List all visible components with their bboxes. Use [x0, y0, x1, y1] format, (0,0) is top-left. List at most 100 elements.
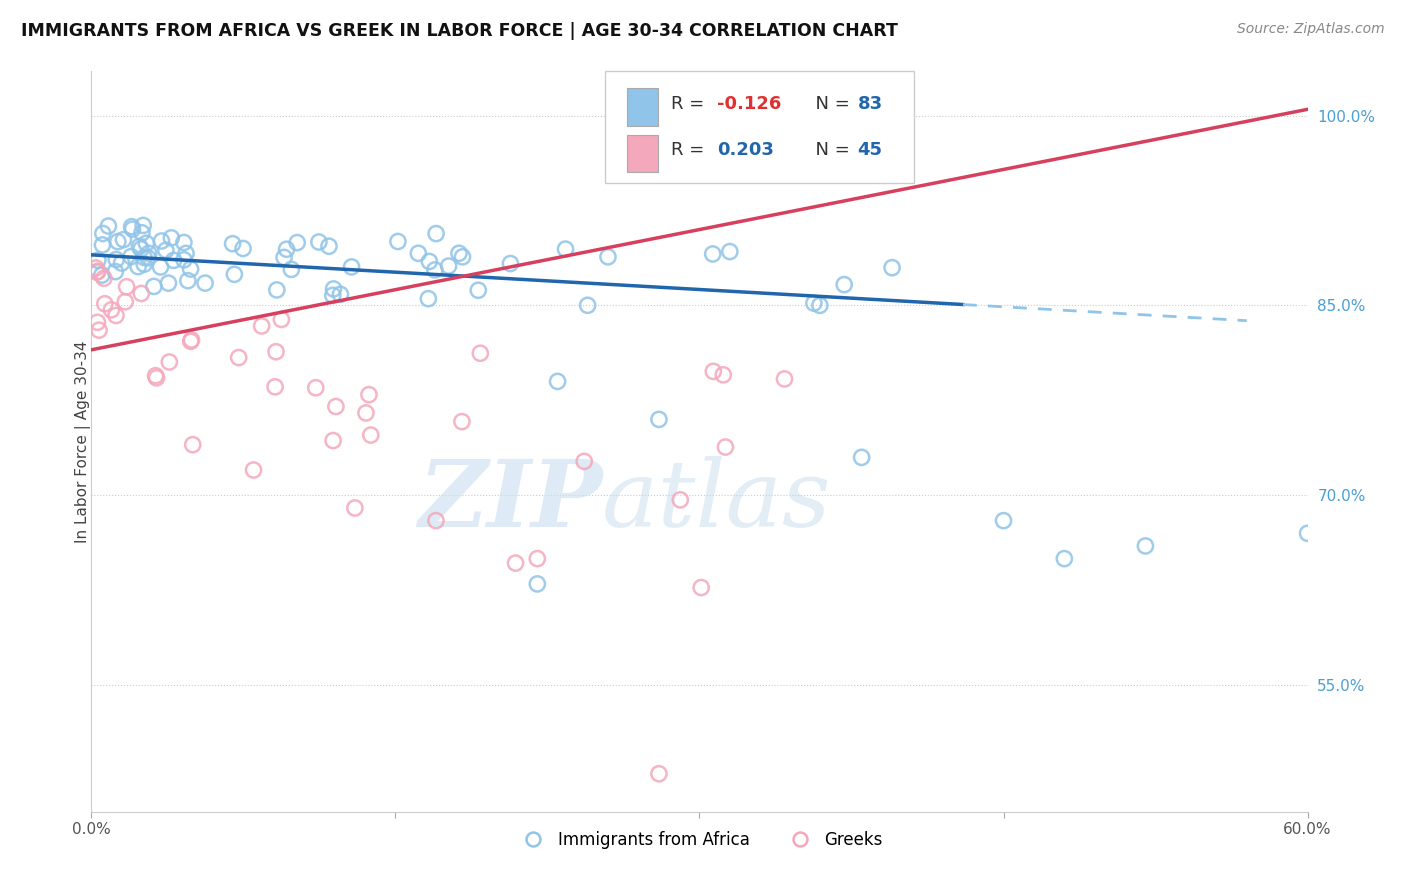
Text: Source: ZipAtlas.com: Source: ZipAtlas.com — [1237, 22, 1385, 37]
Point — [1135, 539, 1157, 553]
Text: ZIP: ZIP — [418, 456, 602, 546]
Point — [576, 298, 599, 312]
Point — [264, 344, 287, 359]
Point — [104, 265, 127, 279]
Point — [318, 239, 340, 253]
Point — [180, 262, 202, 277]
Point — [105, 252, 128, 267]
Point — [180, 334, 202, 349]
Point — [180, 333, 202, 347]
Point — [574, 454, 596, 468]
Point — [702, 364, 724, 378]
Point — [90, 268, 112, 282]
Point — [526, 551, 548, 566]
Point — [451, 250, 474, 264]
Text: 0.203: 0.203 — [717, 141, 773, 159]
Text: 83: 83 — [858, 95, 883, 112]
Point — [596, 250, 619, 264]
Point — [648, 412, 671, 426]
Point — [993, 514, 1015, 528]
Point — [702, 247, 724, 261]
Point — [325, 400, 347, 414]
Point — [451, 415, 474, 429]
Point — [769, 109, 792, 123]
Point — [305, 381, 328, 395]
Point — [150, 234, 173, 248]
Point — [129, 242, 152, 256]
Point — [87, 253, 110, 268]
Point — [773, 372, 796, 386]
Point — [194, 276, 217, 290]
Point — [276, 242, 298, 256]
Legend: Immigrants from Africa, Greeks: Immigrants from Africa, Greeks — [509, 824, 890, 855]
Point — [803, 296, 825, 310]
Point — [173, 252, 195, 267]
Point — [93, 271, 115, 285]
Point — [447, 246, 470, 260]
Point — [157, 355, 180, 369]
Point — [149, 260, 172, 274]
Point — [145, 368, 167, 383]
Point — [425, 227, 447, 241]
Point — [232, 242, 254, 256]
Point — [343, 500, 366, 515]
Point — [322, 282, 344, 296]
Point — [280, 262, 302, 277]
Point — [131, 226, 153, 240]
Point — [690, 581, 713, 595]
Point — [322, 288, 344, 302]
Point — [145, 371, 167, 385]
Text: atlas: atlas — [602, 456, 832, 546]
Point — [832, 277, 855, 292]
Point — [418, 254, 440, 268]
Point — [114, 294, 136, 309]
Point — [749, 109, 772, 123]
Point — [340, 260, 363, 274]
Point — [128, 239, 150, 253]
Point — [132, 251, 155, 265]
Point — [120, 250, 142, 264]
Point — [134, 257, 156, 271]
Point — [84, 260, 107, 275]
Point — [554, 242, 576, 256]
Point — [173, 235, 195, 250]
Point — [155, 244, 177, 258]
Point — [270, 312, 292, 326]
Point — [526, 577, 548, 591]
Point — [174, 246, 197, 260]
Point — [709, 109, 731, 123]
Point — [97, 219, 120, 233]
Point — [121, 219, 143, 234]
Point — [163, 253, 186, 268]
Point — [138, 246, 160, 260]
Point — [499, 256, 522, 270]
Point — [115, 279, 138, 293]
Point — [132, 219, 155, 233]
Point — [470, 346, 492, 360]
Point — [91, 238, 114, 252]
Point — [808, 298, 831, 312]
Point — [160, 231, 183, 245]
Point — [669, 492, 692, 507]
Point — [425, 514, 447, 528]
Point — [94, 297, 117, 311]
Point — [505, 556, 527, 570]
Point — [728, 109, 751, 123]
Point — [688, 109, 710, 123]
Point — [112, 233, 135, 247]
Point — [688, 134, 710, 148]
Point — [1053, 551, 1076, 566]
Text: R =: R = — [671, 141, 710, 159]
Point — [264, 380, 287, 394]
Point — [87, 264, 110, 278]
Point — [423, 263, 446, 277]
Point — [135, 236, 157, 251]
Point — [273, 251, 295, 265]
Point — [266, 283, 288, 297]
Point — [181, 438, 204, 452]
Point — [648, 766, 671, 780]
Point — [718, 244, 741, 259]
Text: -0.126: -0.126 — [717, 95, 782, 112]
Point — [250, 318, 273, 333]
Point — [357, 387, 380, 401]
